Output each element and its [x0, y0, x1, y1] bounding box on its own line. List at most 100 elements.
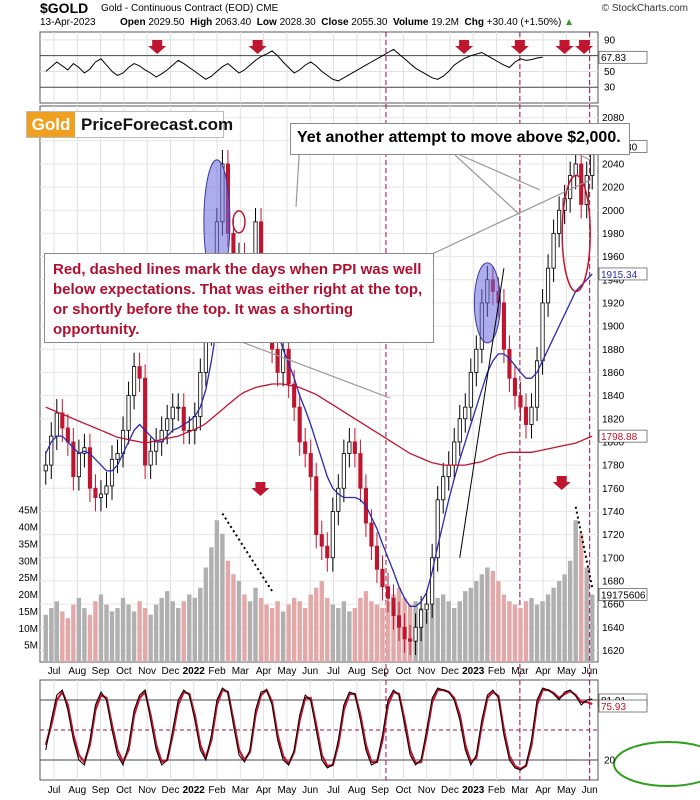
sto-x-tick-label: Aug — [68, 785, 86, 796]
chart-contract-name: Gold - Continuous Contract (EOD) CME — [101, 3, 278, 14]
sto-x-tick-label: Apr — [256, 785, 272, 796]
price-candles — [43, 132, 595, 656]
volume-bar — [352, 608, 358, 662]
volume-y-tick-label: 40M — [19, 523, 38, 534]
rsi-sell-arrow-icon — [148, 40, 167, 54]
volume-bar — [556, 581, 562, 662]
price-y-tick-label: 2080 — [602, 113, 625, 124]
candle-body — [297, 406, 302, 443]
callout-ppi: Red, dashed lines mark the days when PPI… — [44, 253, 434, 343]
volume-bar — [192, 597, 198, 662]
ohlc-readout: Open 2029.50 High 2063.40 Low 2028.30 Cl… — [120, 17, 574, 28]
candle-body — [93, 487, 98, 498]
sto-x-tick-label: Dec — [441, 785, 459, 796]
volume-bar — [435, 597, 440, 662]
volume-bar — [181, 601, 186, 662]
price-x-tick-label: Dec — [441, 666, 459, 677]
sto-x-tick-label: May — [277, 785, 296, 796]
volume-bar — [297, 601, 302, 662]
volume-bar — [501, 594, 507, 662]
volume-y-tick-label: 20M — [19, 590, 38, 601]
volume-bar — [120, 597, 126, 662]
volume-bar — [358, 597, 363, 662]
rsi-y-tick-label: 50 — [604, 67, 616, 78]
volume-bar — [457, 601, 462, 662]
candle-body — [529, 406, 534, 425]
sto-x-tick-label: Jun — [582, 785, 598, 796]
volume-bar — [60, 611, 65, 662]
volume-bar — [291, 597, 297, 662]
volume-bar — [429, 604, 435, 662]
open-value: 2029.50 — [148, 17, 185, 28]
candle-body — [198, 372, 203, 417]
volume-bar — [71, 604, 76, 662]
volume-bar — [523, 601, 529, 662]
price-y-tick-label: 1760 — [602, 484, 625, 495]
price-y-tick-label: 1660 — [602, 600, 625, 611]
price-y-tick-label: 1640 — [602, 623, 625, 634]
volume-bar — [269, 608, 275, 662]
rsi-y-tick-label: 90 — [604, 35, 616, 46]
sto-d-badge-box — [598, 699, 648, 713]
volume-bar — [512, 604, 518, 662]
chart-source: © StockCharts.com — [601, 3, 688, 14]
candle-body — [551, 233, 556, 269]
sto-x-tick-label: Nov — [138, 785, 156, 796]
volume-bar — [385, 601, 391, 662]
candle-body — [126, 395, 131, 431]
low-value: 2028.30 — [279, 17, 316, 28]
candle-body — [76, 453, 81, 478]
volume-bar — [264, 604, 269, 662]
sto-x-tick-label: Apr — [535, 785, 551, 796]
price-x-tick-label: Sep — [92, 666, 110, 677]
sto-x-tick-label: Aug — [348, 785, 366, 796]
candle-body — [109, 458, 115, 487]
sto-x-tick-label: 2023 — [462, 785, 485, 796]
candle-body — [292, 383, 297, 408]
open-label: Open — [120, 17, 146, 28]
volume-bar — [148, 614, 153, 662]
sto-x-tick-label: Oct — [396, 785, 412, 796]
sto-x-tick-label: Sep — [371, 785, 389, 796]
chg-label: Chg — [464, 17, 484, 28]
volume-y-tick-label: 25M — [19, 573, 38, 584]
candle-body — [358, 453, 363, 489]
price-x-tick-label: 2022 — [183, 666, 206, 677]
stochastic-series — [44, 687, 593, 771]
price-x-tick-label: Apr — [256, 666, 272, 677]
candle-body — [54, 412, 59, 437]
candle-body — [540, 302, 545, 362]
candle-body — [176, 406, 181, 409]
candle-body — [441, 476, 446, 501]
candle-body — [463, 406, 468, 420]
volume-bar — [170, 601, 175, 662]
volume-bar — [115, 608, 120, 662]
price-y-tick-label: 1840 — [602, 391, 625, 402]
volume-bar — [198, 587, 203, 662]
volume-bar — [76, 597, 82, 662]
volume-last-badge-box — [598, 588, 648, 601]
highlight-ellipse-2023 — [473, 262, 501, 344]
volume-divergence-line — [574, 506, 594, 588]
candle-body — [71, 441, 76, 478]
chg-value: +30.40 (+1.50%) — [486, 17, 562, 28]
volume-bar — [153, 604, 159, 662]
price-x-tick-label: Mar — [511, 666, 529, 677]
sto-x-tick-label: Feb — [488, 785, 506, 796]
chart-symbol: $GOLD — [40, 0, 89, 16]
volume-bar — [54, 601, 60, 662]
rsi-sell-arrow-icon — [575, 40, 594, 54]
candle-body — [104, 485, 109, 495]
volume-divergence-line — [221, 512, 273, 592]
price-x-tick-label: Oct — [396, 666, 412, 677]
volume-y-tick-label: 30M — [19, 556, 38, 567]
volume-y-tick-label: 5M — [24, 641, 38, 652]
callout-pointer-line — [454, 154, 521, 216]
sto-x-tick-label: Jun — [302, 785, 318, 796]
volume-bar — [247, 601, 253, 662]
volume-bar — [562, 574, 567, 662]
candle-body — [419, 609, 424, 628]
volume-bar — [109, 611, 115, 662]
sto-x-tick-label: Nov — [418, 785, 436, 796]
